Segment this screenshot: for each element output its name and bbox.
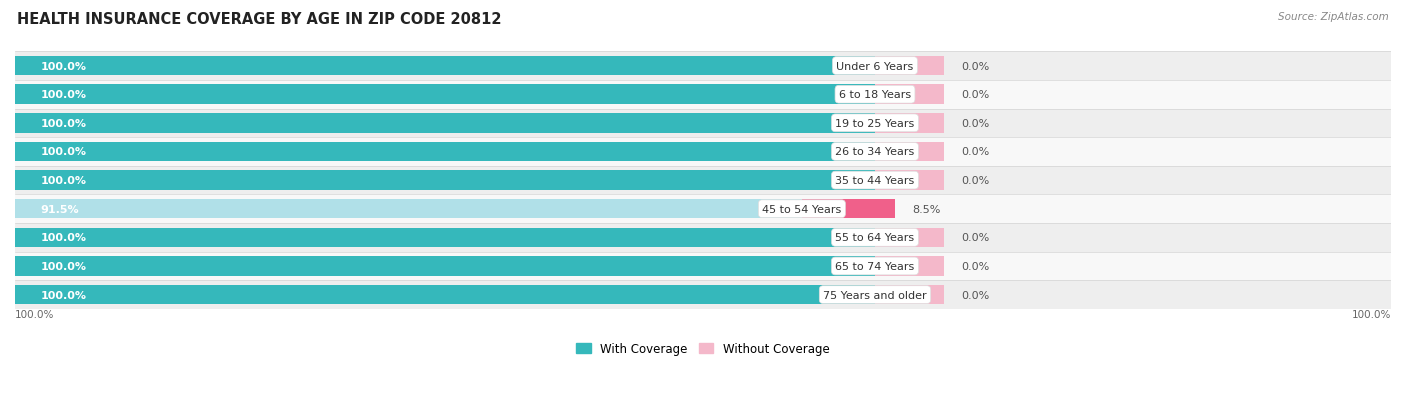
Bar bbox=[15, 280, 1391, 309]
Text: 100.0%: 100.0% bbox=[41, 119, 87, 128]
Bar bbox=[875, 285, 943, 305]
Text: 19 to 25 Years: 19 to 25 Years bbox=[835, 119, 915, 128]
Bar bbox=[15, 223, 1391, 252]
Bar bbox=[15, 171, 875, 190]
Bar bbox=[15, 57, 875, 76]
Bar bbox=[15, 109, 1391, 138]
Bar bbox=[875, 57, 943, 76]
Bar bbox=[15, 166, 1391, 195]
Bar bbox=[15, 85, 875, 104]
Legend: With Coverage, Without Coverage: With Coverage, Without Coverage bbox=[572, 337, 834, 360]
Text: 100.0%: 100.0% bbox=[41, 290, 87, 300]
Text: 35 to 44 Years: 35 to 44 Years bbox=[835, 176, 915, 186]
Bar bbox=[875, 85, 943, 104]
Text: HEALTH INSURANCE COVERAGE BY AGE IN ZIP CODE 20812: HEALTH INSURANCE COVERAGE BY AGE IN ZIP … bbox=[17, 12, 502, 27]
Bar bbox=[15, 252, 1391, 280]
Bar bbox=[801, 199, 896, 219]
Bar bbox=[15, 52, 1391, 81]
Text: 100.0%: 100.0% bbox=[15, 309, 55, 319]
Text: 100.0%: 100.0% bbox=[41, 233, 87, 243]
Bar bbox=[15, 199, 801, 219]
Bar bbox=[875, 171, 943, 190]
Text: 55 to 64 Years: 55 to 64 Years bbox=[835, 233, 914, 243]
Bar bbox=[15, 138, 1391, 166]
Text: 65 to 74 Years: 65 to 74 Years bbox=[835, 261, 915, 271]
Bar bbox=[15, 114, 875, 133]
Bar bbox=[875, 228, 943, 247]
Text: 45 to 54 Years: 45 to 54 Years bbox=[762, 204, 842, 214]
Text: 6 to 18 Years: 6 to 18 Years bbox=[839, 90, 911, 100]
Bar bbox=[15, 256, 875, 276]
Text: 100.0%: 100.0% bbox=[1351, 309, 1391, 319]
Text: 0.0%: 0.0% bbox=[960, 261, 990, 271]
Text: 0.0%: 0.0% bbox=[960, 62, 990, 71]
Text: 0.0%: 0.0% bbox=[960, 290, 990, 300]
Text: 0.0%: 0.0% bbox=[960, 90, 990, 100]
Text: 26 to 34 Years: 26 to 34 Years bbox=[835, 147, 915, 157]
Text: 0.0%: 0.0% bbox=[960, 119, 990, 128]
Bar bbox=[15, 228, 875, 247]
Text: 75 Years and older: 75 Years and older bbox=[823, 290, 927, 300]
Text: 100.0%: 100.0% bbox=[41, 90, 87, 100]
Bar bbox=[875, 142, 943, 162]
Text: 0.0%: 0.0% bbox=[960, 176, 990, 186]
Bar bbox=[15, 142, 875, 162]
Bar bbox=[15, 285, 875, 305]
Text: 100.0%: 100.0% bbox=[41, 62, 87, 71]
Text: 100.0%: 100.0% bbox=[41, 176, 87, 186]
Text: 100.0%: 100.0% bbox=[41, 261, 87, 271]
Bar bbox=[15, 81, 1391, 109]
Text: 0.0%: 0.0% bbox=[960, 233, 990, 243]
Text: Source: ZipAtlas.com: Source: ZipAtlas.com bbox=[1278, 12, 1389, 22]
Text: 8.5%: 8.5% bbox=[912, 204, 941, 214]
Text: Under 6 Years: Under 6 Years bbox=[837, 62, 914, 71]
Bar bbox=[875, 256, 943, 276]
Bar bbox=[875, 114, 943, 133]
Bar bbox=[15, 195, 1391, 223]
Text: 0.0%: 0.0% bbox=[960, 147, 990, 157]
Text: 91.5%: 91.5% bbox=[41, 204, 79, 214]
Text: 100.0%: 100.0% bbox=[41, 147, 87, 157]
